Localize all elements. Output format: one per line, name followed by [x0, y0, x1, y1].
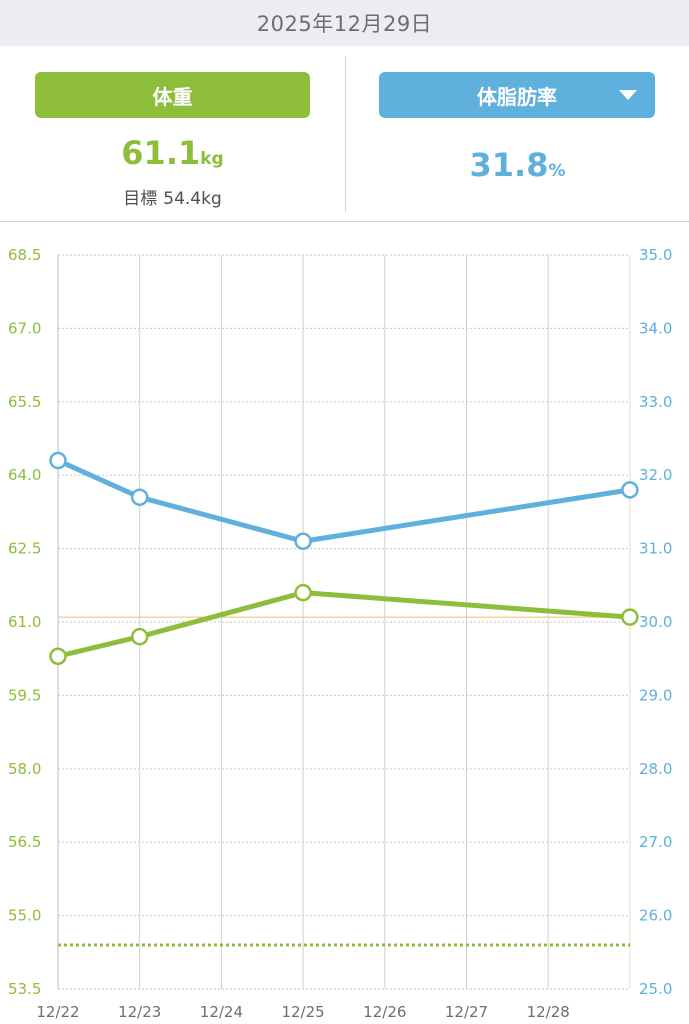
left-axis-tick-label: 58.0 — [8, 760, 41, 778]
weight-data-point — [130, 627, 149, 646]
weight-goal: 目標 54.4kg — [0, 184, 345, 209]
body-fat-number: 31.8 — [469, 146, 549, 184]
weight-number: 61.1 — [121, 134, 201, 172]
weight-panel: 体重 61.1kg 目標 54.4kg — [0, 46, 345, 222]
goal-label: 目標 — [123, 189, 158, 209]
right-axis-tick-label: 27.0 — [639, 833, 672, 851]
panel-divider — [345, 56, 346, 212]
weight-tab-label: 体重 — [152, 84, 193, 109]
x-axis-tick-label: 12/23 — [118, 1003, 161, 1021]
left-axis-tick-label: 68.5 — [8, 246, 41, 264]
body-fat-dropdown-button[interactable]: 体脂肪率 — [379, 72, 655, 118]
left-axis-tick-label: 61.0 — [8, 613, 41, 631]
weight-fat-chart[interactable]: 68.5 67.0 65.5 64.0 62.5 61.0 59.5 58.0 56.5 55.0… — [0, 222, 689, 1024]
chevron-down-icon — [619, 90, 637, 100]
x-axis-tick-label: 12/28 — [527, 1003, 570, 1021]
left-axis-tick-label: 67.0 — [8, 319, 41, 337]
right-axis-tick-label: 30.0 — [639, 613, 672, 631]
right-axis-tick-label: 32.0 — [639, 466, 672, 484]
date-header: 2025年12月29日 — [0, 0, 689, 46]
right-axis-tick-label: 28.0 — [639, 760, 672, 778]
body-fat-data-point — [130, 488, 149, 506]
body-fat-tab-label: 体脂肪率 — [477, 84, 557, 109]
right-axis-tick-label: 31.0 — [639, 540, 672, 558]
weight-series-line — [55, 590, 633, 659]
body-fat-value: 31.8% — [346, 146, 689, 184]
right-axis-tick-label: 26.0 — [639, 907, 672, 925]
left-axis-tick-label: 62.5 — [8, 540, 41, 558]
x-axis-tick-label: 12/24 — [200, 1003, 243, 1021]
body-fat-series-line — [55, 458, 633, 544]
body-fat-panel: 体脂肪率 31.8% — [346, 46, 689, 222]
right-axis-tick-label: 33.0 — [639, 393, 672, 411]
x-axis-tick-label: 12/26 — [363, 1003, 406, 1021]
body-fat-unit: % — [548, 161, 566, 181]
weight-data-point — [49, 647, 67, 666]
weight-data-point — [294, 583, 312, 602]
right-axis-tick-label: 29.0 — [639, 686, 672, 704]
header-divider — [0, 221, 689, 222]
body-fat-data-point — [621, 481, 639, 499]
weight-value: 61.1kg — [0, 134, 345, 172]
left-axis-tick-label: 64.0 — [8, 466, 41, 484]
x-axis-tick-label: 12/25 — [281, 1003, 324, 1021]
left-axis-tick-label: 65.5 — [8, 393, 41, 411]
x-axis-tick-label: 12/27 — [445, 1003, 488, 1021]
left-axis-tick-label: 56.5 — [8, 833, 41, 851]
left-axis-tick-label: 59.5 — [8, 686, 41, 704]
right-axis-tick-label: 25.0 — [639, 980, 672, 998]
right-axis-tick-label: 34.0 — [639, 319, 672, 337]
left-axis-tick-label: 55.0 — [8, 907, 41, 925]
goal-value: 54.4kg — [163, 189, 222, 209]
body-fat-data-point — [294, 532, 312, 551]
right-axis-tick-label: 35.0 — [639, 246, 672, 264]
date-label: 2025年12月29日 — [256, 12, 433, 36]
weight-unit: kg — [200, 149, 224, 169]
body-fat-data-point — [49, 451, 67, 470]
weight-tab-button[interactable]: 体重 — [35, 72, 310, 118]
left-axis-tick-label: 53.5 — [8, 980, 41, 998]
x-axis-tick-label: 12/22 — [36, 1003, 79, 1021]
weight-data-point — [621, 608, 639, 626]
